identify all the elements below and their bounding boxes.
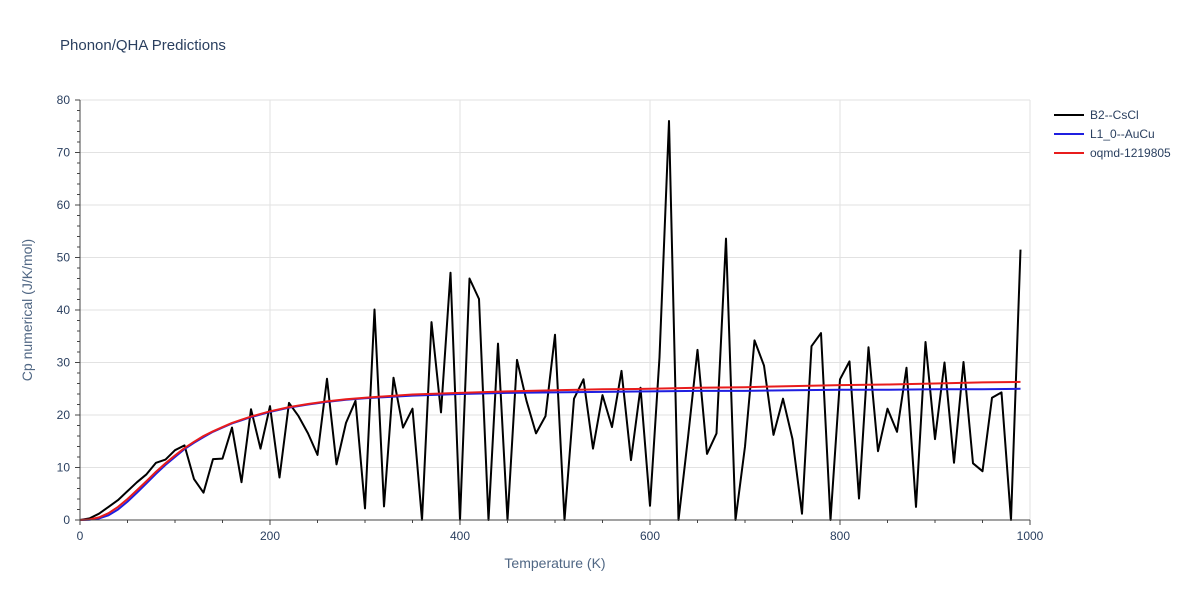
x-tick-label: 600 xyxy=(640,529,660,543)
x-tick-label: 800 xyxy=(830,529,850,543)
series-line-2 xyxy=(80,387,1021,521)
y-tick-label: 50 xyxy=(57,251,71,265)
x-axis-label: Temperature (K) xyxy=(504,555,605,571)
x-tick-label: 200 xyxy=(260,529,280,543)
x-tick-label: 0 xyxy=(77,529,84,543)
grid xyxy=(79,99,1031,521)
y-axis-label: Cp numerical (J/K/mol) xyxy=(19,239,35,381)
legend-entry: B2--CsCl xyxy=(1090,108,1139,122)
y-tick-label: 0 xyxy=(63,513,70,527)
y-tick-label: 80 xyxy=(57,93,71,107)
series-line-1 xyxy=(80,120,1022,521)
y-tick-label: 30 xyxy=(57,356,71,370)
series-line-3 xyxy=(80,380,1021,521)
y-tick-label: 20 xyxy=(57,408,71,422)
y-tick-label: 60 xyxy=(57,198,71,212)
legend: B2--CsCl L1_0--AuCu oqmd-1219805 xyxy=(1054,108,1171,160)
series-layer xyxy=(80,120,1022,521)
x-tick-label: 1000 xyxy=(1017,529,1044,543)
y-tick-label: 70 xyxy=(57,146,71,160)
chart-title: Phonon/QHA Predictions xyxy=(60,37,226,54)
y-tick-label: 40 xyxy=(57,303,71,317)
legend-entry: oqmd-1219805 xyxy=(1090,146,1171,160)
y-tick-label: 10 xyxy=(57,461,71,475)
x-tick-label: 400 xyxy=(450,529,470,543)
legend-entry: L1_0--AuCu xyxy=(1090,127,1155,141)
